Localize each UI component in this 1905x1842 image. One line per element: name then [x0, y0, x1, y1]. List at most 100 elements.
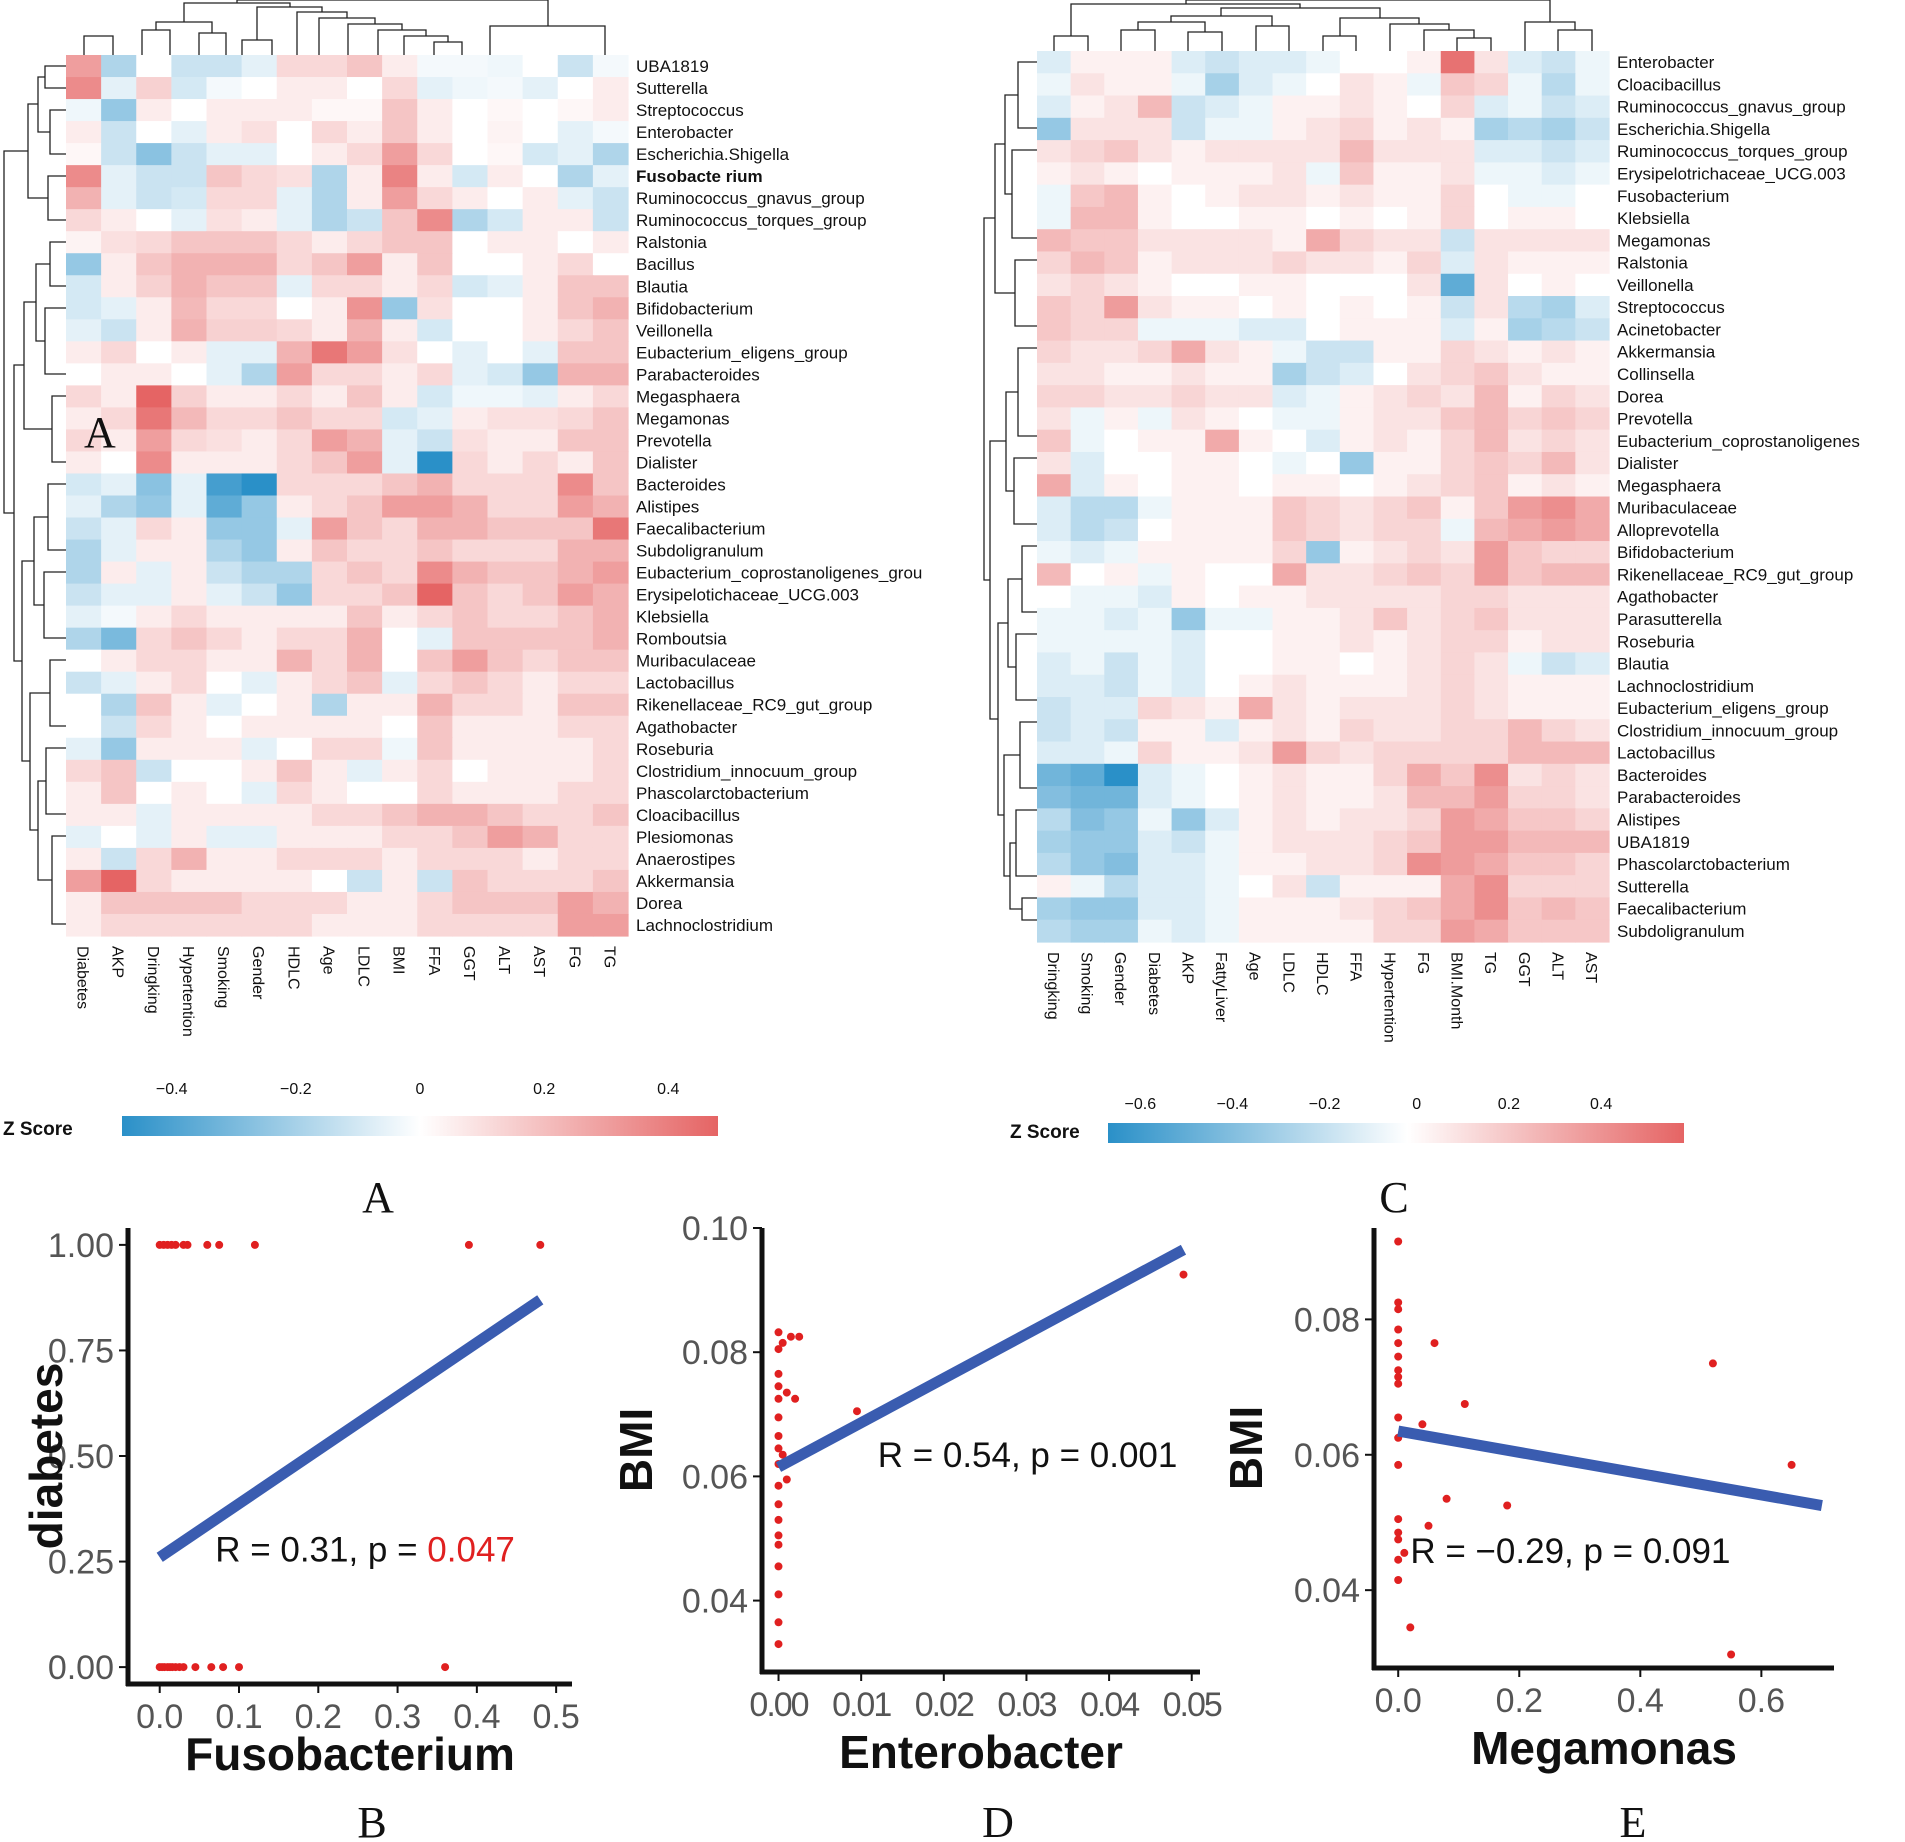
scatter-point — [774, 1328, 783, 1337]
x-tick-label: 0.00 — [749, 1686, 808, 1724]
heatmap-cell — [1474, 362, 1509, 386]
heatmap-row-label: Ruminococcus_torques_group — [1617, 142, 1848, 161]
heatmap-cell — [1272, 607, 1307, 631]
heatmap-cell — [241, 407, 278, 431]
heatmap-cell — [1407, 541, 1442, 564]
heatmap-cell — [311, 319, 348, 342]
heatmap-cell — [452, 737, 489, 761]
heatmap-cell — [206, 231, 243, 254]
heatmap-cell — [1508, 296, 1543, 319]
heatmap-cell — [1238, 674, 1274, 698]
heatmap-cell — [1407, 496, 1442, 520]
heatmap-cell — [1575, 184, 1610, 208]
heatmap-cell — [487, 781, 524, 805]
heatmap-cell — [1440, 429, 1476, 453]
heatmap-cell — [417, 517, 453, 541]
heatmap-cell — [1407, 318, 1442, 342]
heatmap-row-label: Clostridium_innocuum_group — [1617, 721, 1838, 740]
heatmap-cell — [592, 99, 629, 122]
heatmap-cell — [592, 847, 629, 871]
heatmap-cell — [1440, 719, 1476, 743]
heatmap-cell — [241, 869, 278, 893]
heatmap-row-label: Lactobacillus — [636, 674, 734, 693]
heatmap-cell — [101, 693, 137, 717]
scatter-point — [1394, 1576, 1403, 1584]
heatmap-cell — [557, 319, 594, 342]
heatmap-cell — [1440, 741, 1476, 765]
heatmap-cell — [1037, 919, 1072, 943]
heatmap-row-label: Klebsiella — [1617, 209, 1690, 228]
heatmap-cell — [1541, 541, 1576, 564]
heatmap-cell — [1407, 362, 1442, 386]
heatmap-cell — [592, 517, 629, 541]
heatmap-cell — [276, 253, 313, 276]
heatmap-cell — [1474, 340, 1509, 364]
heatmap-cell — [417, 253, 453, 276]
heatmap-cell — [1104, 652, 1139, 676]
heatmap-cell — [1508, 652, 1543, 676]
heatmap-cell — [1272, 897, 1307, 921]
heatmap-cell — [1272, 206, 1307, 230]
heatmap-cell — [311, 649, 348, 673]
heatmap-cell — [1575, 541, 1610, 564]
heatmap-cell — [522, 297, 559, 320]
heatmap-cell — [487, 297, 524, 320]
heatmap-cell — [171, 55, 208, 78]
heatmap-cell — [1037, 51, 1072, 74]
heatmap-row-label: Escherichia.Shigella — [1617, 120, 1771, 139]
heatmap-cell — [1407, 852, 1442, 876]
heatmap-cell — [1474, 73, 1509, 97]
heatmap-cell — [1171, 229, 1206, 253]
heatmap-cell — [487, 649, 524, 673]
heatmap-cell — [136, 231, 172, 254]
heatmap-row-label: Ralstonia — [636, 233, 707, 252]
heatmap-cell — [1339, 162, 1375, 186]
heatmap-cell — [101, 429, 137, 453]
heatmap-cell — [1272, 585, 1307, 609]
heatmap-cell — [101, 209, 137, 232]
heatmap-cell — [1339, 652, 1375, 676]
heatmap-row-label: Fusobacte rium — [636, 167, 763, 186]
heatmap-cell — [487, 121, 524, 144]
heatmap-cell — [522, 869, 559, 893]
heatmap-cell — [276, 803, 313, 827]
heatmap-cell — [1037, 830, 1072, 854]
heatmap-row-label: Collinsella — [1617, 365, 1695, 384]
heatmap-column-label: AKP — [1178, 952, 1195, 984]
heatmap-cell — [1238, 830, 1274, 854]
heatmap-cell — [1171, 607, 1206, 631]
heatmap-cell — [417, 209, 453, 232]
heatmap-cell — [592, 869, 629, 893]
scatter-point — [774, 1618, 783, 1627]
heatmap-cell — [311, 759, 348, 783]
heatmap-cell — [1070, 474, 1105, 498]
heatmap-cell — [1575, 407, 1610, 431]
heatmap-cell — [136, 297, 172, 320]
heatmap-cell — [1272, 496, 1307, 520]
heatmap-cell — [592, 275, 629, 298]
heatmap-cell — [417, 539, 453, 563]
heatmap-cell — [1238, 741, 1274, 765]
heatmap-cell — [1575, 585, 1610, 609]
heatmap-cell — [1508, 117, 1543, 141]
heatmap-cell — [1541, 875, 1576, 899]
heatmap-cell — [1137, 875, 1173, 899]
heatmap-cell — [1037, 741, 1072, 765]
scatter-point — [203, 1240, 212, 1249]
scatter-point — [207, 1663, 216, 1672]
heatmap-cell — [136, 539, 172, 563]
heatmap-cell — [522, 341, 559, 364]
heatmap-cell — [66, 517, 102, 541]
heatmap-cell — [136, 847, 172, 871]
heatmap-cell — [1339, 51, 1375, 74]
heatmap-cell — [1373, 229, 1408, 253]
heatmap-cell — [1440, 674, 1476, 698]
heatmap-cell — [487, 869, 524, 893]
heatmap-cell — [1339, 273, 1375, 297]
heatmap-cell — [417, 121, 453, 144]
colorbar-tick-label: 0.2 — [1498, 1096, 1520, 1113]
heatmap-cell — [1474, 652, 1509, 676]
heatmap-cell — [1171, 184, 1206, 208]
heatmap-cell — [522, 209, 559, 232]
heatmap-cell — [1508, 808, 1543, 832]
